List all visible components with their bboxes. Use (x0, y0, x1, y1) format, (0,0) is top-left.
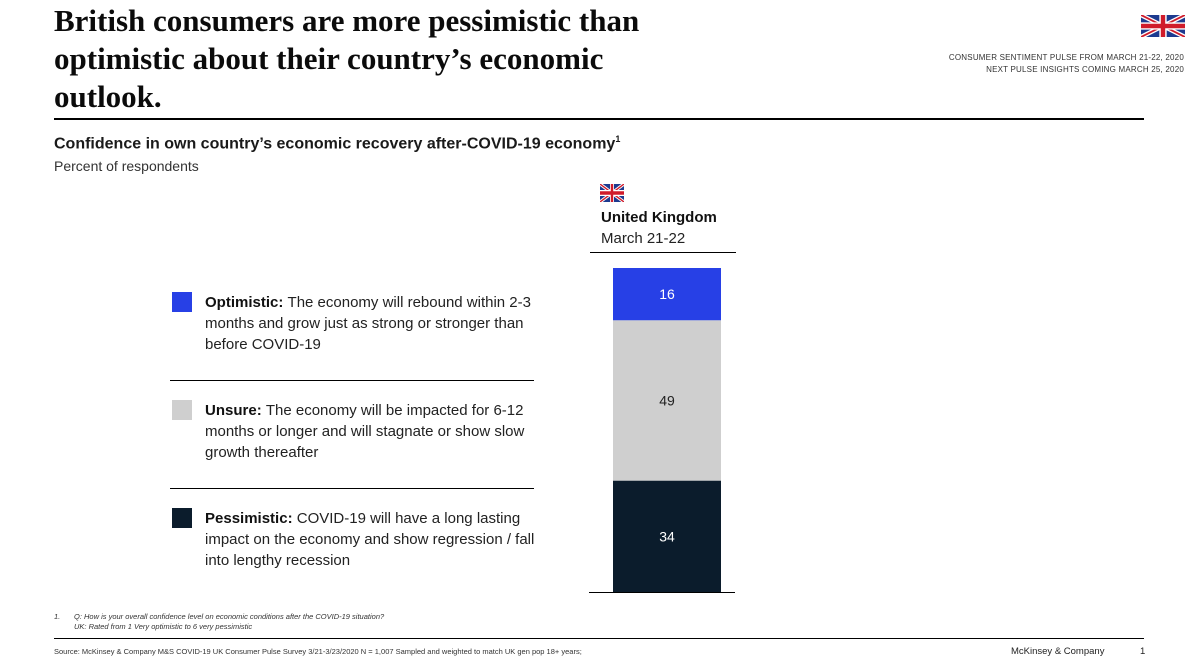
legend-divider (170, 488, 534, 489)
column-header-rule (590, 252, 736, 253)
bar-label-optimistic: 16 (659, 286, 675, 302)
chart-title: Confidence in own country’s economic rec… (54, 134, 620, 153)
chart-title-text: Confidence in own country’s economic rec… (54, 135, 616, 153)
legend-swatch-pessimistic (172, 508, 192, 528)
chart-baseline (589, 592, 735, 593)
legend-label-pessimistic: Pessimistic (205, 510, 288, 527)
legend-label-unsure: Unsure (205, 402, 257, 419)
chart-subtitle: Percent of respondents (54, 158, 199, 174)
footer-divider (54, 638, 1144, 639)
source-note: Source: McKinsey & Company M&S COVID-19 … (54, 647, 582, 656)
pulse-date-note: CONSUMER SENTIMENT PULSE FROM MARCH 21-2… (948, 53, 1184, 62)
next-pulse-note: NEXT PULSE INSIGHTS COMING MARCH 25, 202… (986, 65, 1184, 74)
legend-text-optimistic: Optimistic: The economy will rebound wit… (205, 294, 531, 353)
footnote-marker: 1 (615, 134, 621, 144)
legend-description-unsure: The economy will be impacted for 6-12 mo… (205, 402, 525, 461)
uk-flag-small-icon (600, 184, 624, 202)
column-country-label: United Kingdom (601, 209, 717, 226)
legend-divider (170, 380, 534, 381)
uk-flag-icon (1141, 15, 1185, 37)
legend-text-unsure: Unsure: The economy will be impacted for… (205, 402, 525, 461)
bar-segment-unsure (613, 320, 721, 481)
footnote-number: 1. (54, 612, 61, 621)
legend-description-optimistic: The economy will rebound within 2-3 mont… (205, 294, 531, 353)
legend-text-pessimistic: Pessimistic: COVID-19 will have a long l… (205, 510, 535, 569)
slide-title: British consumers are more pessimistic t… (54, 3, 640, 114)
bar-segment-optimistic (613, 268, 721, 321)
bar-label-pessimistic: 34 (659, 528, 675, 544)
legend-description-pessimistic: COVID-19 will have a long lasting impact… (205, 510, 535, 569)
title-divider (54, 118, 1144, 120)
column-date-label: March 21-22 (601, 230, 686, 247)
footnote-question: Q: How is your overall confidence level … (74, 612, 385, 621)
legend-swatch-optimistic (172, 292, 192, 312)
bar-segment-pessimistic (613, 480, 721, 592)
brand-name: McKinsey & Company (1011, 646, 1105, 657)
footnote: 1. Q: How is your overall confidence leve… (54, 612, 384, 632)
legend-label-optimistic: Optimistic (205, 294, 279, 311)
bar-label-unsure: 49 (659, 393, 675, 409)
page-number: 1 (1140, 646, 1146, 657)
legend-swatch-unsure (172, 400, 192, 420)
footnote-scale: UK: Rated from 1 Very optimistic to 6 ve… (74, 622, 253, 631)
